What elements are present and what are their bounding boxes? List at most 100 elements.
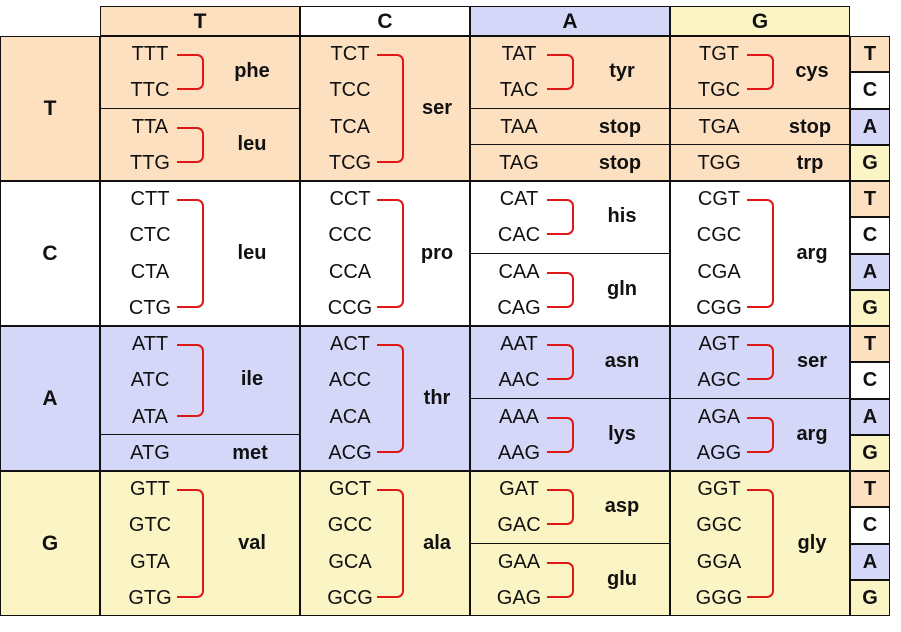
bracket-tgt: [747, 54, 774, 91]
column-header-a: A: [470, 6, 670, 36]
amino-acid-tyr-tat: tyr: [609, 60, 635, 83]
third-letter-t-c: C: [850, 72, 890, 109]
amino-acid-val-gtt: val: [238, 531, 266, 554]
codon-tac: TAC: [499, 79, 539, 102]
codon-act: ACT: [330, 333, 370, 356]
third-letter-a-g: G: [850, 434, 890, 471]
third-letter-c-c: C: [850, 217, 890, 254]
bracket-aga: [747, 416, 774, 453]
group-divider: [100, 434, 300, 435]
third-letter-t-a: A: [850, 108, 890, 145]
codon-acg: ACG: [328, 441, 372, 464]
amino-acid-phe-ttt: phe: [234, 60, 270, 83]
amino-acid-stop-tag: stop: [598, 151, 642, 174]
group-divider: [670, 144, 850, 145]
bracket-gtt: [177, 489, 204, 598]
amino-acid-leu-ctt: leu: [237, 241, 267, 264]
codon-tcg: TCG: [328, 151, 372, 174]
codon-ttg: TTG: [130, 151, 170, 174]
codon-cga: CGA: [697, 260, 741, 283]
amino-acid-asn-aat: asn: [604, 350, 640, 373]
codon-ggc: GGC: [696, 514, 742, 537]
third-letter-g-t: T: [850, 471, 890, 508]
bracket-agt: [747, 344, 774, 381]
amino-acid-ala-gct: ala: [423, 531, 451, 554]
amino-acid-gln-caa: gln: [607, 277, 637, 300]
codon-ccc: CCC: [328, 224, 372, 247]
codon-tag: TAG: [499, 151, 539, 174]
third-letter-a-t: T: [850, 326, 890, 363]
amino-acid-stop-tga: stop: [788, 115, 832, 138]
bracket-aaa: [547, 416, 574, 453]
codon-tgg: TGG: [697, 151, 741, 174]
bracket-ttt: [177, 54, 204, 91]
codon-tca: TCA: [330, 115, 370, 138]
codon-aaa: AAA: [498, 405, 540, 428]
codon-agc: AGC: [697, 369, 741, 392]
amino-acid-ile-att: ile: [240, 368, 264, 391]
codon-taa: TAA: [500, 115, 538, 138]
codon-gaa: GAA: [497, 550, 541, 573]
third-letter-c-g: G: [850, 289, 890, 326]
amino-acid-met-atg: met: [232, 441, 268, 464]
group-divider: [100, 107, 300, 109]
codon-cat: CAT: [499, 188, 539, 211]
amino-acid-his-cat: his: [607, 205, 637, 228]
codon-block-gc: [300, 471, 470, 616]
amino-acid-leu-tta: leu: [237, 132, 267, 155]
codon-cgc: CGC: [696, 224, 742, 247]
bracket-tat: [547, 54, 574, 91]
amino-acid-ser-tct: ser: [421, 96, 453, 119]
codon-aac: AAC: [498, 369, 540, 392]
codon-block-cc: [300, 181, 470, 326]
codon-gcc: GCC: [327, 514, 373, 537]
column-header-c: C: [300, 6, 470, 36]
bracket-cat: [547, 199, 574, 236]
bracket-act: [377, 344, 404, 453]
codon-ctg: CTG: [128, 296, 172, 319]
third-letter-a-a: A: [850, 398, 890, 435]
codon-att: ATT: [131, 333, 169, 356]
codon-atg: ATG: [130, 441, 170, 464]
amino-acid-gly-ggt: gly: [797, 531, 827, 554]
codon-cac: CAC: [497, 224, 541, 247]
third-letter-a-c: C: [850, 362, 890, 399]
bracket-ctt: [177, 199, 204, 308]
amino-acid-glu-gaa: glu: [607, 567, 637, 590]
bracket-cct: [377, 199, 404, 308]
codon-tta: TTA: [131, 115, 169, 138]
codon-ggg: GGG: [695, 586, 743, 609]
codon-aca: ACA: [329, 405, 371, 428]
codon-gtt: GTT: [130, 478, 170, 501]
column-header-t: T: [100, 6, 300, 36]
codon-ggt: GGT: [697, 478, 741, 501]
codon-gag: GAG: [496, 586, 542, 609]
codon-gat: GAT: [499, 478, 539, 501]
codon-ttc: TTC: [130, 79, 170, 102]
row-header-a: A: [0, 326, 100, 471]
column-header-g: G: [670, 6, 850, 36]
bracket-gct: [377, 489, 404, 598]
third-letter-g-c: C: [850, 507, 890, 544]
codon-ccg: CCG: [327, 296, 373, 319]
codon-cta: CTA: [130, 260, 170, 283]
codon-agt: AGT: [698, 333, 740, 356]
codon-block-ac: [300, 326, 470, 471]
codon-gtc: GTC: [128, 514, 172, 537]
row-header-g: G: [0, 471, 100, 616]
amino-acid-cys-tgt: cys: [795, 60, 829, 83]
third-letter-g-a: A: [850, 543, 890, 580]
bracket-cgt: [747, 199, 774, 308]
codon-block-tc: [300, 36, 470, 181]
group-divider: [470, 542, 670, 544]
bracket-tct: [377, 54, 404, 163]
codon-caa: CAA: [498, 260, 540, 283]
codon-acc: ACC: [328, 369, 372, 392]
amino-acid-trp-tgg: trp: [796, 151, 824, 174]
amino-acid-ser-agt: ser: [796, 350, 828, 373]
amino-acid-pro-cct: pro: [420, 241, 454, 264]
codon-cct: CCT: [329, 188, 371, 211]
codon-gca: GCA: [328, 550, 372, 573]
codon-gcg: GCG: [327, 586, 373, 609]
